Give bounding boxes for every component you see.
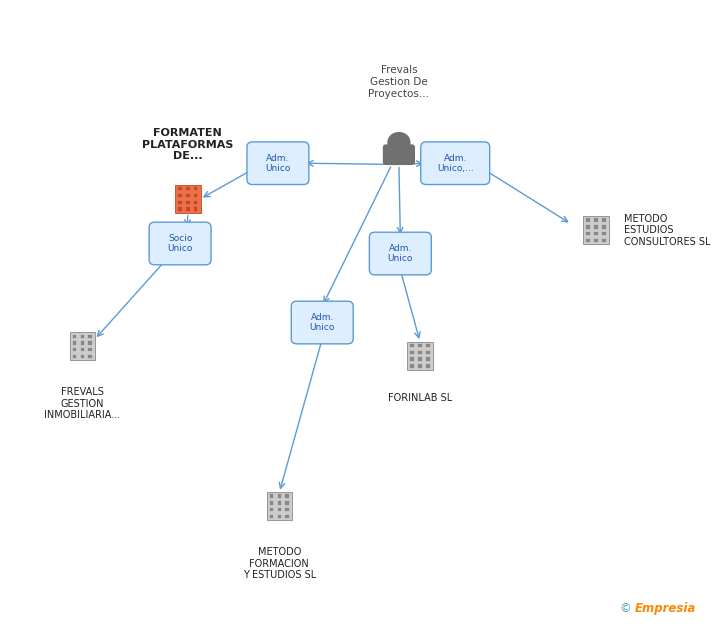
FancyBboxPatch shape [269, 495, 273, 498]
Text: FORMATEN
PLATAFORMAS
DE...: FORMATEN PLATAFORMAS DE... [142, 128, 234, 161]
FancyBboxPatch shape [426, 364, 430, 368]
FancyBboxPatch shape [81, 348, 84, 352]
Text: Frevals
Gestion De
Proyectos...: Frevals Gestion De Proyectos... [368, 66, 430, 99]
FancyBboxPatch shape [602, 232, 606, 236]
FancyBboxPatch shape [411, 364, 414, 368]
FancyBboxPatch shape [602, 226, 606, 229]
Text: Empresia: Empresia [635, 602, 696, 615]
FancyBboxPatch shape [583, 216, 609, 244]
FancyBboxPatch shape [194, 187, 197, 190]
FancyBboxPatch shape [73, 335, 76, 338]
FancyBboxPatch shape [426, 357, 430, 361]
Text: Socio
Unico: Socio Unico [167, 234, 193, 253]
FancyBboxPatch shape [419, 364, 422, 368]
FancyBboxPatch shape [594, 219, 598, 222]
FancyBboxPatch shape [186, 187, 189, 190]
FancyBboxPatch shape [419, 357, 422, 361]
FancyBboxPatch shape [186, 201, 189, 204]
FancyBboxPatch shape [194, 194, 197, 197]
FancyBboxPatch shape [266, 492, 292, 520]
FancyBboxPatch shape [285, 508, 289, 512]
FancyBboxPatch shape [73, 348, 76, 352]
FancyBboxPatch shape [369, 232, 431, 275]
Text: FORINLAB SL: FORINLAB SL [388, 393, 452, 403]
FancyBboxPatch shape [88, 348, 92, 352]
Text: Adm.
Unico,...: Adm. Unico,... [437, 154, 474, 173]
FancyBboxPatch shape [408, 341, 432, 370]
FancyBboxPatch shape [285, 495, 289, 498]
FancyBboxPatch shape [277, 515, 281, 518]
FancyBboxPatch shape [247, 142, 309, 185]
FancyBboxPatch shape [178, 207, 182, 211]
FancyBboxPatch shape [586, 232, 590, 236]
FancyBboxPatch shape [419, 344, 422, 347]
Text: Adm.
Unico: Adm. Unico [309, 313, 335, 332]
FancyBboxPatch shape [175, 185, 200, 213]
Text: METODO
ESTUDIOS
CONSULTORES SL: METODO ESTUDIOS CONSULTORES SL [624, 214, 711, 247]
FancyBboxPatch shape [594, 239, 598, 242]
FancyBboxPatch shape [73, 355, 76, 358]
FancyBboxPatch shape [194, 201, 197, 204]
FancyBboxPatch shape [594, 232, 598, 236]
FancyBboxPatch shape [178, 187, 182, 190]
FancyBboxPatch shape [186, 207, 189, 211]
FancyBboxPatch shape [411, 351, 414, 354]
Text: METODO
FORMACION
Y ESTUDIOS SL: METODO FORMACION Y ESTUDIOS SL [242, 547, 316, 580]
FancyBboxPatch shape [81, 341, 84, 345]
Text: ©: © [620, 602, 631, 615]
FancyBboxPatch shape [73, 341, 76, 345]
FancyBboxPatch shape [277, 501, 281, 505]
FancyBboxPatch shape [88, 355, 92, 358]
FancyBboxPatch shape [277, 508, 281, 512]
Text: Adm.
Unico: Adm. Unico [265, 154, 290, 173]
FancyBboxPatch shape [602, 239, 606, 242]
FancyBboxPatch shape [149, 222, 211, 265]
FancyBboxPatch shape [285, 501, 289, 505]
FancyBboxPatch shape [81, 335, 84, 338]
FancyBboxPatch shape [421, 142, 490, 185]
FancyBboxPatch shape [70, 332, 95, 360]
FancyBboxPatch shape [411, 357, 414, 361]
FancyBboxPatch shape [285, 515, 289, 518]
FancyBboxPatch shape [586, 219, 590, 222]
FancyBboxPatch shape [88, 341, 92, 345]
Circle shape [387, 132, 411, 152]
FancyBboxPatch shape [602, 219, 606, 222]
FancyBboxPatch shape [269, 508, 273, 512]
Text: Adm.
Unico: Adm. Unico [387, 244, 413, 263]
FancyBboxPatch shape [81, 355, 84, 358]
FancyBboxPatch shape [586, 239, 590, 242]
FancyBboxPatch shape [269, 501, 273, 505]
FancyBboxPatch shape [291, 301, 353, 344]
FancyBboxPatch shape [194, 207, 197, 211]
FancyBboxPatch shape [178, 194, 182, 197]
FancyBboxPatch shape [594, 226, 598, 229]
FancyBboxPatch shape [277, 495, 281, 498]
FancyBboxPatch shape [411, 344, 414, 347]
FancyBboxPatch shape [269, 515, 273, 518]
Text: FREVALS
GESTION
INMOBILIARIA...: FREVALS GESTION INMOBILIARIA... [44, 387, 120, 420]
FancyBboxPatch shape [383, 144, 415, 165]
FancyBboxPatch shape [178, 201, 182, 204]
FancyBboxPatch shape [426, 344, 430, 347]
FancyBboxPatch shape [419, 351, 422, 354]
FancyBboxPatch shape [186, 194, 189, 197]
FancyBboxPatch shape [586, 226, 590, 229]
FancyBboxPatch shape [88, 335, 92, 338]
FancyBboxPatch shape [426, 351, 430, 354]
